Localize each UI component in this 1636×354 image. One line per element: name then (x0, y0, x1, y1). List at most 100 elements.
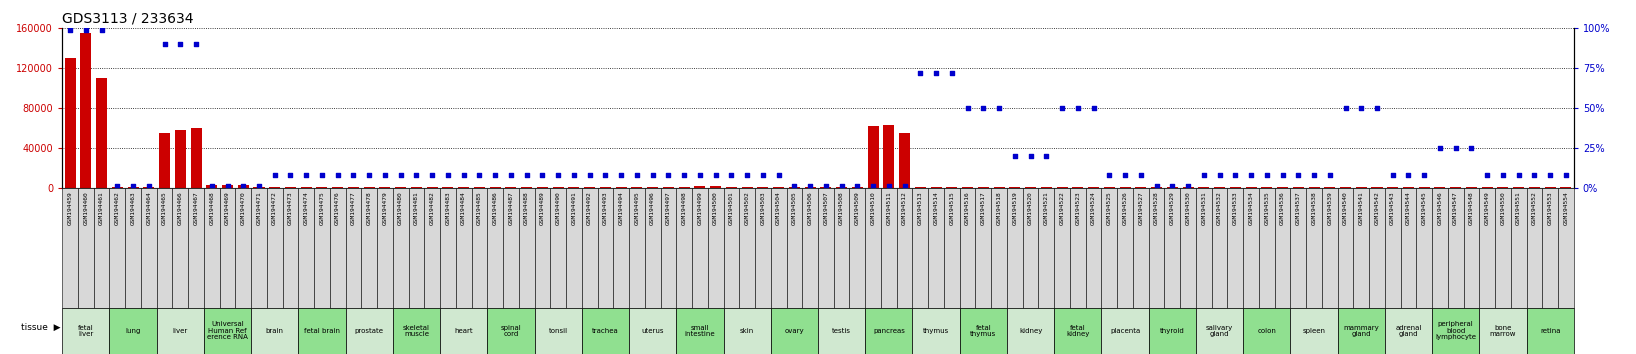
Bar (787, 188, 802, 308)
Bar (771, 308, 818, 354)
Text: GSM194520: GSM194520 (1027, 191, 1032, 225)
Bar (818, 188, 834, 308)
Point (167, 41, 193, 47)
Bar (849, 188, 865, 308)
Text: GSM194517: GSM194517 (982, 191, 987, 225)
Text: GSM194500: GSM194500 (713, 191, 718, 225)
Bar (471, 188, 488, 308)
Bar (124, 188, 141, 308)
Bar (157, 188, 172, 308)
Text: pancreas: pancreas (874, 328, 905, 334)
Text: mammary
gland: mammary gland (1343, 325, 1379, 337)
Point (987, 105, 1013, 111)
Bar (1243, 308, 1291, 354)
Text: peripheral
blood
lymphocyte: peripheral blood lymphocyte (1435, 321, 1476, 341)
Bar (252, 308, 298, 354)
Text: skin: skin (739, 328, 754, 334)
Bar (456, 188, 471, 308)
Point (1505, 172, 1531, 178)
Bar (1054, 188, 1070, 308)
Text: GSM194511: GSM194511 (887, 191, 892, 225)
Point (1144, 183, 1170, 189)
Point (371, 172, 398, 178)
Bar (1070, 188, 1086, 308)
Bar (661, 188, 676, 308)
Point (1112, 172, 1139, 178)
Text: GSM194552: GSM194552 (1531, 191, 1536, 225)
Bar (692, 188, 708, 308)
Text: GSM194493: GSM194493 (604, 191, 609, 225)
Bar (172, 188, 188, 308)
Bar (1322, 188, 1338, 308)
Bar (991, 188, 1006, 308)
Bar (597, 188, 614, 308)
Bar (614, 188, 628, 308)
Bar (1306, 188, 1322, 308)
Point (892, 183, 918, 189)
Point (749, 172, 775, 178)
Bar (1291, 188, 1306, 308)
Point (861, 183, 887, 189)
Text: spleen: spleen (1302, 328, 1325, 334)
Text: GSM194553: GSM194553 (1548, 191, 1553, 225)
Bar (393, 188, 409, 308)
Point (1080, 105, 1106, 111)
Text: fetal
kidney: fetal kidney (1067, 325, 1090, 337)
Point (718, 172, 744, 178)
Bar (424, 188, 440, 308)
Text: GSM194512: GSM194512 (901, 191, 906, 225)
Text: GSM194460: GSM194460 (83, 191, 88, 225)
Text: ovary: ovary (785, 328, 805, 334)
Point (1427, 145, 1453, 150)
Bar (519, 188, 535, 308)
Text: GSM194529: GSM194529 (1170, 191, 1175, 225)
Point (1538, 172, 1564, 178)
Bar (756, 188, 771, 308)
Point (105, 183, 131, 189)
Bar (944, 188, 960, 308)
Text: GSM194488: GSM194488 (524, 191, 528, 225)
Bar (834, 188, 849, 308)
Point (1253, 172, 1279, 178)
Bar (900, 133, 910, 188)
Bar (1369, 188, 1384, 308)
Bar (267, 188, 283, 308)
Bar (1054, 308, 1101, 354)
Bar (645, 188, 661, 308)
Bar (1526, 308, 1574, 354)
Bar (62, 308, 110, 354)
Bar (550, 188, 566, 308)
Bar (283, 188, 298, 308)
Bar (204, 308, 252, 354)
Point (797, 183, 823, 189)
Text: GSM194509: GSM194509 (856, 191, 861, 225)
Point (545, 172, 571, 178)
Bar (1086, 188, 1101, 308)
Point (483, 172, 509, 178)
Point (1443, 145, 1469, 150)
Point (923, 70, 949, 76)
Bar (880, 188, 897, 308)
Bar (362, 188, 376, 308)
Bar (723, 308, 771, 354)
Text: lung: lung (126, 328, 141, 334)
Bar (204, 188, 219, 308)
Point (828, 183, 854, 189)
Text: GSM194542: GSM194542 (1374, 191, 1379, 225)
Bar (802, 188, 818, 308)
Text: GSM194532: GSM194532 (1217, 191, 1222, 225)
Point (844, 183, 870, 189)
Point (702, 172, 728, 178)
Bar (110, 308, 157, 354)
Text: GSM194469: GSM194469 (226, 191, 231, 225)
Text: GSM194506: GSM194506 (808, 191, 813, 225)
Text: tonsil: tonsil (548, 328, 568, 334)
Bar (913, 308, 960, 354)
Bar (64, 58, 75, 188)
Point (1270, 172, 1296, 178)
Text: GSM194527: GSM194527 (1139, 191, 1144, 225)
Text: GSM194468: GSM194468 (209, 191, 214, 225)
Bar (1543, 188, 1557, 308)
Bar (582, 188, 597, 308)
Text: colon: colon (1258, 328, 1276, 334)
